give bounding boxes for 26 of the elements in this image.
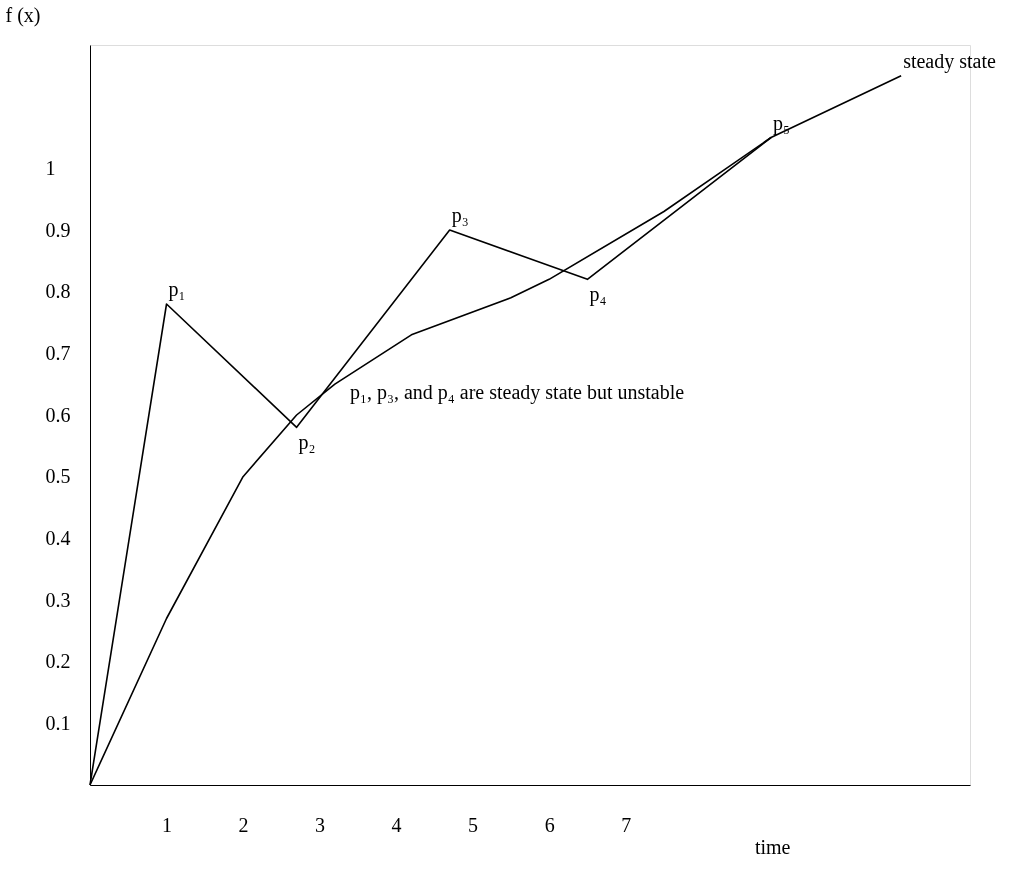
x-tick-label: 4 <box>391 813 402 836</box>
annotation: p₅ <box>773 111 791 135</box>
x-tick-label: 7 <box>621 813 632 836</box>
annotation: p₁ <box>168 278 186 301</box>
x-tick-label: 3 <box>315 813 326 836</box>
annotation: p₁, p₃, and p₄ are steady state but unstable <box>350 380 685 404</box>
x-tick-label: 5 <box>468 813 479 836</box>
annotation: p₂ <box>298 431 316 455</box>
x-axis-title: time <box>754 835 791 858</box>
y-tick-label: 0.4 <box>45 526 71 549</box>
annotation: p₄ <box>589 283 607 307</box>
y-tick-label: 0.1 <box>45 711 71 734</box>
x-tick-label: 6 <box>544 813 555 836</box>
annotation: steady state <box>903 49 996 73</box>
y-tick-label: 0.9 <box>45 218 71 241</box>
y-tick-label: 1 <box>45 156 56 179</box>
y-tick-label: 0.7 <box>45 341 71 364</box>
y-tick-label: 0.3 <box>45 588 71 611</box>
y-axis-title: f (x) <box>5 3 41 27</box>
y-tick-label: 0.5 <box>45 465 71 488</box>
annotation: p₃ <box>451 204 469 227</box>
x-tick-label: 1 <box>162 813 173 836</box>
y-tick-label: 0.6 <box>45 403 71 426</box>
y-tick-label: 0.2 <box>45 650 71 673</box>
y-tick-label: 0.8 <box>45 280 71 303</box>
x-tick-label: 2 <box>238 813 249 836</box>
